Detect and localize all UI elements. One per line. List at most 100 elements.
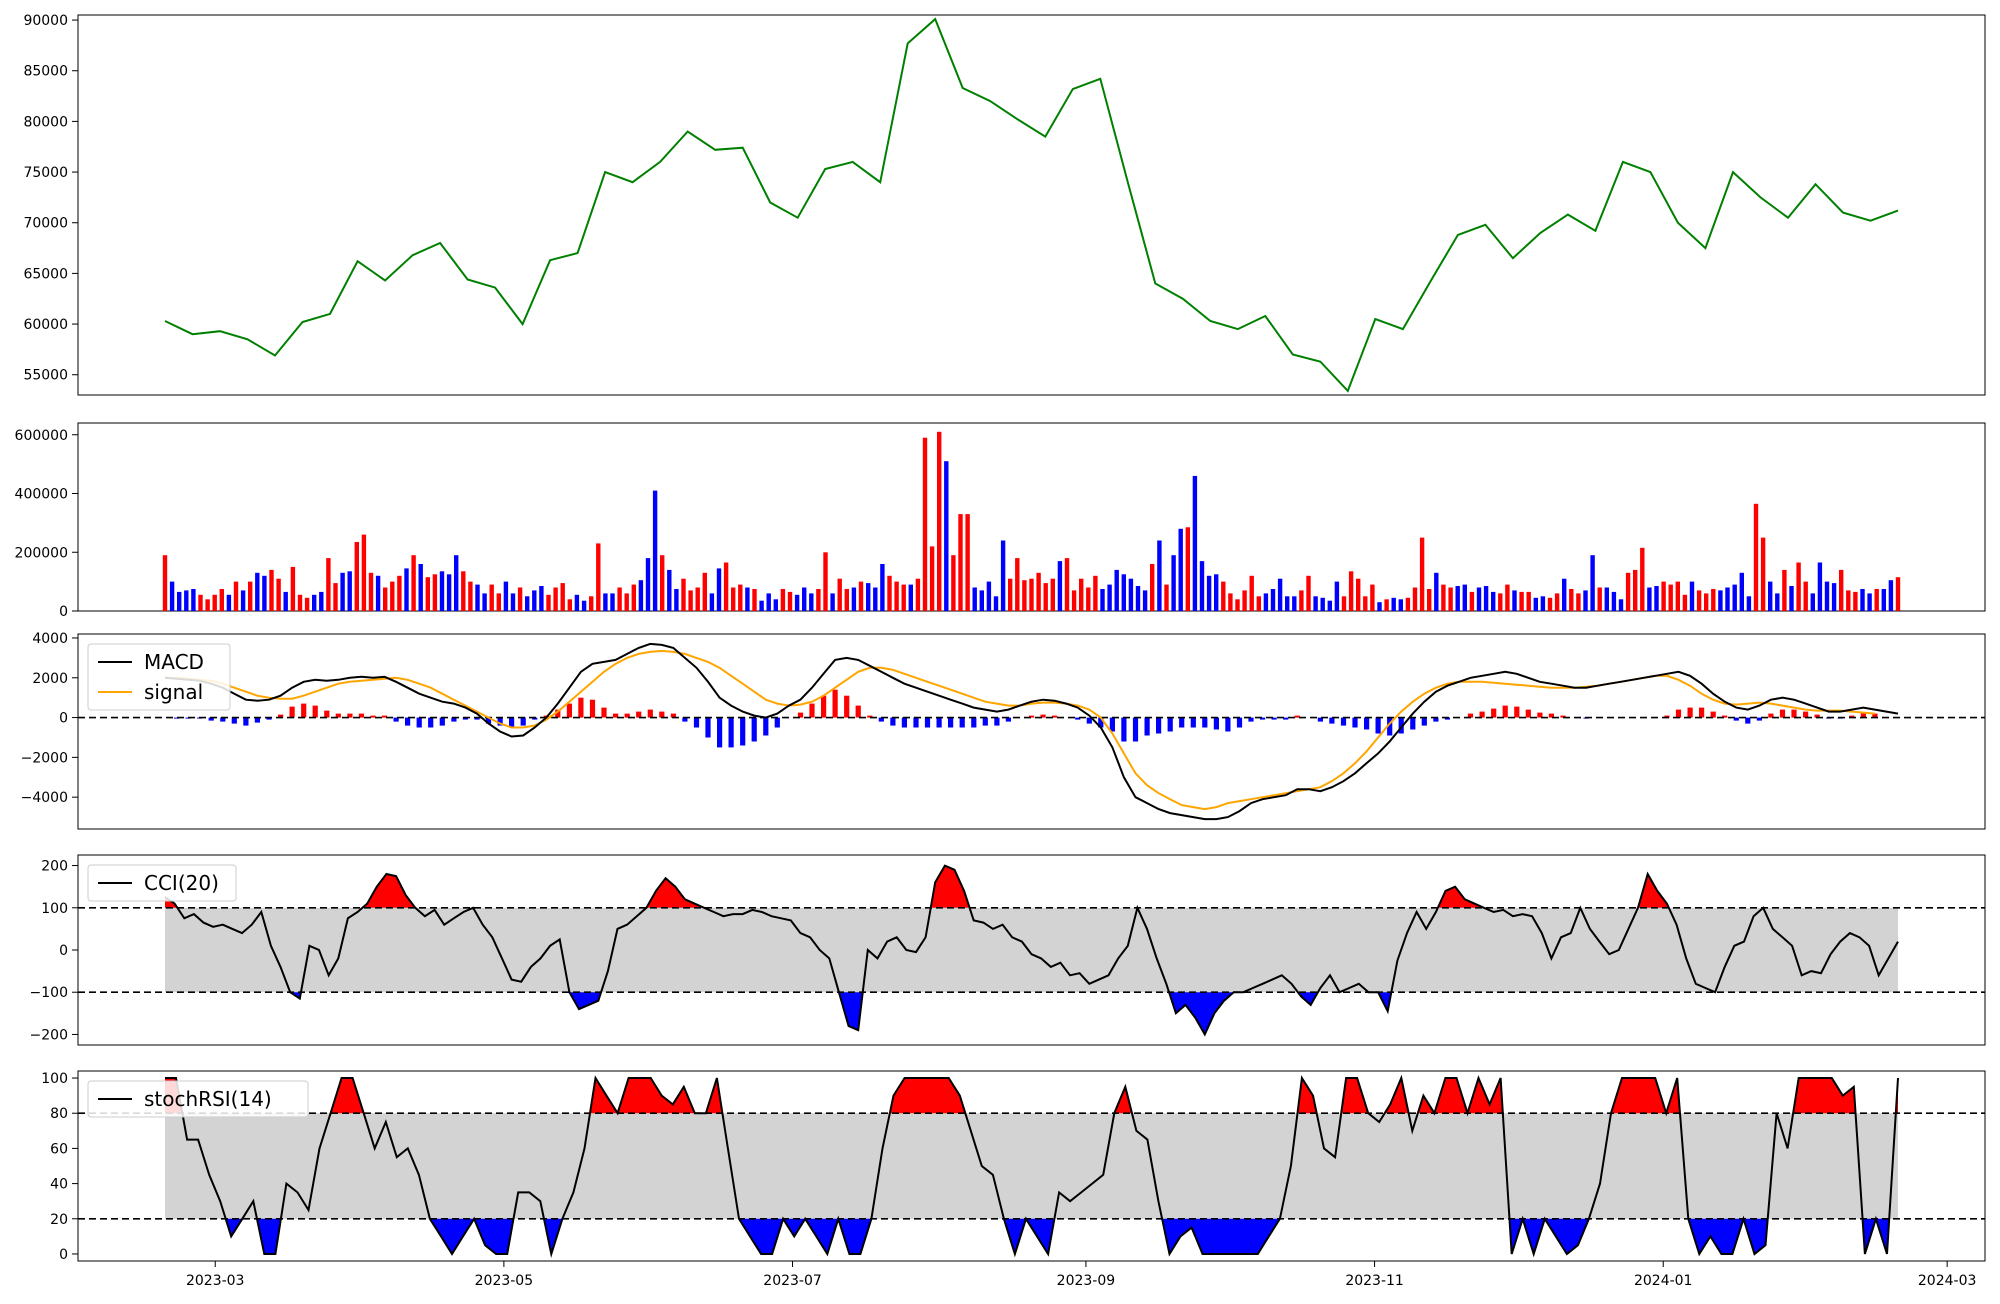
volume-bar — [1498, 593, 1503, 611]
volume-bar — [297, 594, 303, 611]
volume-bar — [446, 574, 452, 611]
volume-bar — [1753, 503, 1759, 611]
volume-bar — [716, 568, 722, 611]
stochrsi-overbought-fill — [1297, 1078, 1317, 1114]
date-axis: 2023-03 2023-05 2023-07 2023-09 2023-11 2024-… — [186, 1261, 1976, 1289]
cci-ytick-label-3: 100 — [41, 901, 68, 917]
volume-bar — [844, 589, 849, 611]
macd-histogram-bar — [208, 717, 214, 721]
stochrsi-frame — [77, 1070, 1986, 1262]
price-ytick-label-7: 90000 — [23, 13, 68, 29]
macd-histogram-bar — [1872, 713, 1878, 718]
macd-histogram-bar — [1421, 717, 1427, 726]
volume-bar — [929, 546, 935, 611]
volume-bar — [674, 589, 679, 611]
volume-bar — [1611, 591, 1617, 611]
macd-histogram-bar — [243, 717, 249, 726]
volume-bar — [1846, 590, 1851, 611]
volume-bar — [1384, 599, 1389, 612]
macd-histogram-bar — [405, 717, 411, 726]
macd-histogram-bar — [1733, 717, 1739, 721]
macd-histogram-bar — [936, 717, 942, 728]
volume-bar — [1306, 575, 1311, 612]
macd-histogram-bar — [1537, 712, 1543, 718]
macd-ytick-label-0: −4000 — [21, 790, 68, 806]
volume-bar — [1633, 569, 1638, 611]
macd-histogram-bar — [1213, 717, 1219, 730]
volume-bar — [1895, 577, 1901, 611]
stochrsi-oversold-fill — [1522, 1218, 1545, 1254]
volume-bar — [162, 555, 168, 611]
price-ytick-label-0: 55000 — [23, 368, 68, 384]
volume-bar — [1334, 581, 1340, 611]
volume-bar — [915, 578, 921, 611]
volume-bar — [1391, 597, 1396, 611]
price-line — [164, 17, 1899, 393]
macd-histogram-bar — [1317, 717, 1323, 722]
volume-bar — [1675, 581, 1680, 611]
volume-bar — [1419, 537, 1425, 611]
volume-bar — [1562, 578, 1567, 611]
volume-bar — [823, 552, 828, 612]
volume-bar — [1327, 600, 1332, 611]
volume-bar — [1597, 587, 1602, 611]
volume-bar — [1008, 578, 1013, 611]
macd-histogram-bar — [1779, 709, 1786, 718]
stochrsi-overbought-fill — [889, 1078, 966, 1114]
volume-bar — [660, 555, 665, 611]
volume-bar — [439, 571, 445, 611]
volume-bar — [794, 594, 800, 611]
macd-histogram-bar — [1329, 717, 1335, 724]
macd-histogram-bar — [693, 717, 700, 728]
macd-histogram-bar — [913, 717, 919, 728]
volume-bar — [304, 597, 310, 611]
macd-histogram-bar — [1491, 708, 1497, 718]
macd-histogram-bar — [1664, 715, 1670, 718]
volume-panel: 0 200000 400000 600000 — [15, 422, 1986, 620]
volume-bar — [1796, 562, 1801, 611]
macd-histogram-bar — [959, 717, 965, 728]
volume-bar — [1739, 572, 1744, 611]
macd-histogram-bar — [982, 717, 988, 726]
macd-histogram-bar — [347, 713, 353, 718]
macd-histogram-bar — [1283, 717, 1289, 720]
volume-bar — [1782, 569, 1787, 611]
stochrsi-ytick-label-2: 40 — [50, 1177, 68, 1193]
macd-histogram-bar — [393, 717, 399, 722]
volume-bar — [1583, 590, 1588, 611]
volume-bar — [1640, 547, 1645, 611]
volume-bar — [1377, 602, 1382, 611]
volume-bar — [1398, 599, 1403, 612]
macd-histogram-bar — [174, 717, 180, 719]
stochrsi-overbought-fill — [1793, 1078, 1856, 1114]
macd-histogram-bar — [289, 706, 295, 718]
volume-bar — [1057, 561, 1063, 611]
macd-histogram-bar — [948, 717, 954, 728]
volume-bar — [652, 490, 658, 611]
volume-bar — [617, 587, 622, 611]
macd-histogram-bar — [1756, 717, 1762, 721]
price-ytick-label-1: 60000 — [23, 317, 68, 333]
volume-bar — [1704, 593, 1709, 611]
volume-bar — [1505, 584, 1510, 611]
macd-histogram-bar — [1514, 706, 1520, 718]
macd-histogram-bar — [1340, 717, 1347, 726]
volume-bar — [1682, 594, 1688, 611]
macd-histogram-bar — [797, 712, 804, 718]
macd-legend-box — [87, 643, 231, 711]
volume-bar — [1661, 581, 1666, 611]
volume-bar — [1689, 581, 1695, 611]
date-tick-label-1: 2023-05 — [475, 1273, 534, 1289]
stochrsi-oversold-fill — [429, 1218, 475, 1254]
volume-ytick-label-1: 200000 — [15, 545, 68, 561]
volume-bar — [475, 584, 480, 611]
macd-histogram-bar — [1803, 711, 1809, 718]
volume-bar — [1135, 586, 1141, 611]
volume-bar — [1320, 597, 1325, 611]
macd-histogram-bar — [1225, 717, 1231, 732]
volume-bar — [517, 587, 523, 611]
macd-histogram-bar — [555, 709, 561, 718]
macd-histogram-bar — [1179, 717, 1185, 728]
volume-bar — [1512, 590, 1517, 611]
macd-histogram-bar — [578, 697, 584, 718]
